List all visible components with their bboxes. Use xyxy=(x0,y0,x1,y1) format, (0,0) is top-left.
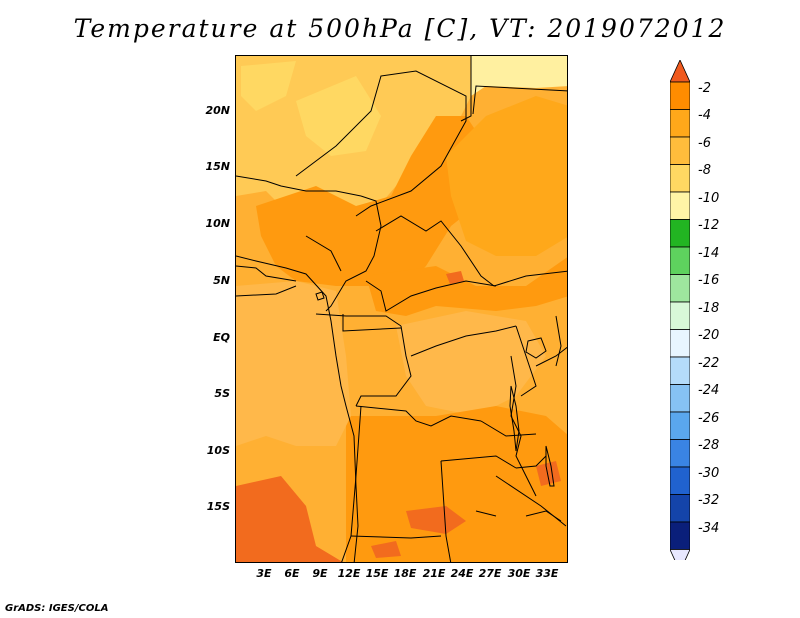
coastline xyxy=(236,255,359,562)
lat-label-15s: 15S xyxy=(206,500,230,513)
colorbar-label: -12 xyxy=(698,218,720,233)
small-red-spot-1 xyxy=(446,271,464,284)
colorbar-label: -24 xyxy=(698,383,720,398)
colorbar-segment xyxy=(670,439,690,468)
colorbar-segment xyxy=(670,494,690,523)
colorbar-segment xyxy=(670,521,690,550)
lake-tanganyika xyxy=(509,385,520,452)
colorbar-label: -34 xyxy=(698,521,720,536)
lon-label-27e: 27E xyxy=(478,567,502,580)
southwest-light-band xyxy=(236,281,351,446)
lon-label-30e: 30E xyxy=(507,567,531,580)
lon-label-15e: 15E xyxy=(365,567,389,580)
lat-label-eq: EQ xyxy=(213,331,230,344)
lat-label-15n: 15N xyxy=(205,160,230,173)
colorbar-segment xyxy=(670,164,690,193)
southern-dark-band xyxy=(346,406,567,562)
southeast-red-patch xyxy=(536,461,561,486)
congo-light-patch xyxy=(396,311,546,416)
northeast-yellow-patch xyxy=(471,56,567,96)
colorbar-label: -10 xyxy=(698,191,720,206)
colorbar-label: -32 xyxy=(698,493,720,508)
colorbar-segment xyxy=(670,219,690,248)
lon-label-12e: 12E xyxy=(337,567,361,580)
colorbar-segment xyxy=(670,274,690,303)
colorbar-label: -14 xyxy=(698,246,720,261)
lat-label-5s: 5S xyxy=(214,387,230,400)
colorbar-segment xyxy=(670,466,690,495)
colorbar-label: -18 xyxy=(698,301,720,316)
colorbar-segment xyxy=(670,109,690,138)
grads-credit: GrADS: IGES/COLA xyxy=(5,603,109,614)
colorbar-label: -22 xyxy=(698,356,720,371)
lon-label-6e: 6E xyxy=(284,567,300,580)
sahara-yellow-patch xyxy=(296,76,381,156)
colorbar-label: -28 xyxy=(698,438,720,453)
colorbar-segment xyxy=(670,356,690,385)
lon-label-21e: 21E xyxy=(422,567,446,580)
colorbar xyxy=(670,60,690,560)
temperature-map-canvas xyxy=(236,56,567,562)
colorbar-label: -20 xyxy=(698,328,720,343)
colorbar-segments xyxy=(670,60,690,560)
colorbar-segment xyxy=(670,301,690,330)
lake-victoria xyxy=(525,337,547,359)
colorbar-segment xyxy=(670,81,690,110)
bioko-island xyxy=(315,291,325,301)
southwest-red-patch xyxy=(236,476,343,562)
lon-label-9e: 9E xyxy=(312,567,328,580)
east-dark-orange-band xyxy=(446,96,567,256)
colorbar-bottom-arrow xyxy=(670,549,690,560)
colorbar-label: -16 xyxy=(698,273,720,288)
lon-label-24e: 24E xyxy=(450,567,474,580)
colorbar-segment xyxy=(670,191,690,220)
southcentral-red-patch xyxy=(406,506,466,534)
lake-malawi xyxy=(545,445,555,487)
northern-patch-2 xyxy=(241,61,296,111)
lon-label-33e: 33E xyxy=(535,567,559,580)
central-dark-orange-band xyxy=(366,257,567,316)
lat-label-20n: 20N xyxy=(205,104,230,117)
temperature-map xyxy=(235,55,568,563)
small-red-spot-2 xyxy=(371,541,401,558)
colorbar-segment xyxy=(670,329,690,358)
country-borders xyxy=(236,56,567,562)
colorbar-segment xyxy=(670,246,690,275)
colorbar-label: -2 xyxy=(698,81,711,96)
colorbar-label: -26 xyxy=(698,411,720,426)
colorbar-label: -30 xyxy=(698,466,720,481)
lat-label-10s: 10S xyxy=(206,444,230,457)
lat-label-5n: 5N xyxy=(213,274,230,287)
lat-label-10n: 10N xyxy=(205,217,230,230)
lon-label-3e: 3E xyxy=(256,567,272,580)
map-title: Temperature at 500hPa [C], VT: 201907201… xyxy=(73,14,727,43)
lon-label-18e: 18E xyxy=(393,567,417,580)
colorbar-segment xyxy=(670,411,690,440)
colorbar-segment xyxy=(670,136,690,165)
colorbar-label: -6 xyxy=(698,136,711,151)
colorbar-label: -4 xyxy=(698,108,711,123)
colorbar-top-arrow xyxy=(670,60,690,83)
colorbar-segment xyxy=(670,384,690,413)
colorbar-label: -8 xyxy=(698,163,711,178)
